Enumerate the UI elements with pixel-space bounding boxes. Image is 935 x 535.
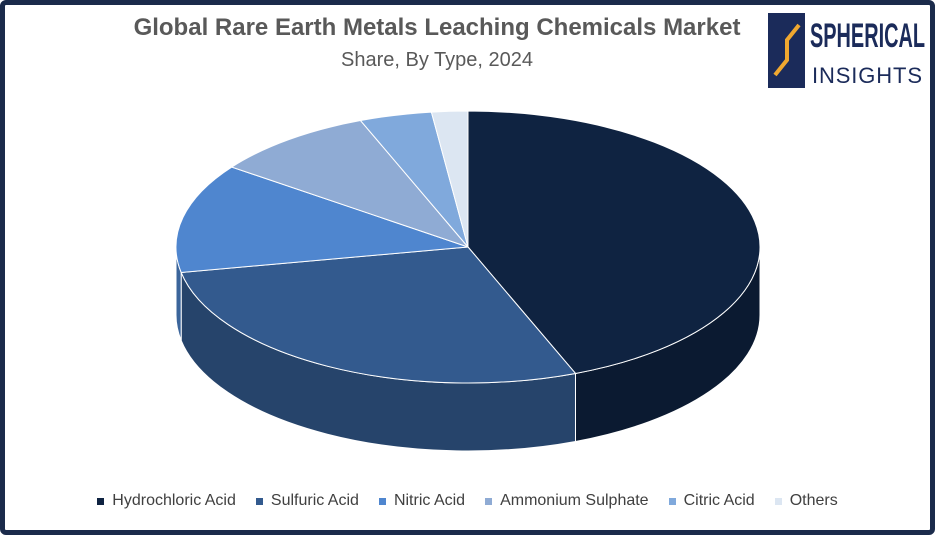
pie-slice [180,246,577,384]
legend-label: Citric Acid [683,492,755,509]
legend-label: Ammonium Sulphate [500,492,649,509]
legend-item: Others [774,492,838,510]
legend-swatch [774,497,782,505]
legend-item: Citric Acid [668,492,755,510]
legend-label: Others [789,492,838,509]
logo-text: SPHERICAL [810,17,925,55]
legend-swatch [97,497,105,505]
chart: Global Rare Earth Metals Leaching Chemic… [134,13,925,452]
pie-slice [175,166,469,274]
pie-slice [430,110,469,248]
legend-swatch [378,497,386,505]
legend-item: Ammonium Sulphate [485,492,649,510]
legend-item: Hydrochloric Acid [97,492,236,510]
legend: Hydrochloric Acid Sulfuric Acid Nitric Aci… [5,492,930,510]
legend-item: Sulfuric Acid [255,492,359,510]
chart-title: Global Rare Earth Metals Leaching Chemic… [134,14,741,41]
legend-swatch [668,497,676,505]
legend-swatch [485,497,493,505]
logo-subtext: INSIGHTS [812,63,922,88]
pie-slice [467,110,761,374]
pie-slice [230,120,470,249]
logo-accent [773,23,801,77]
legend-label: Nitric Acid [393,492,466,509]
pie [175,110,761,452]
legend-item: Nitric Acid [378,492,466,510]
logo: SPHERICAL INSIGHTS [768,13,925,88]
legend-swatch [255,497,263,505]
chart-subtitle: Share, By Type, 2024 [341,49,533,71]
legend-label: Sulfuric Acid [270,492,359,509]
legend-label: Hydrochloric Acid [112,492,236,509]
